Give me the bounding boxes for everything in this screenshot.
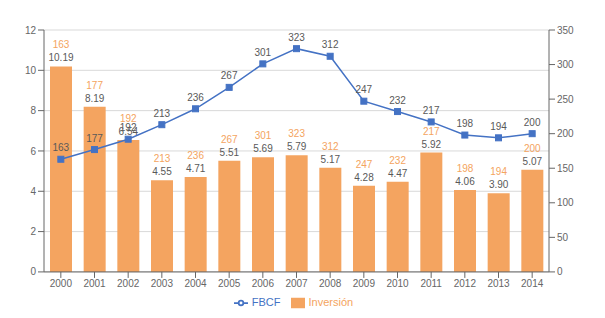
- svg-text:177: 177: [86, 133, 103, 144]
- svg-text:5.92: 5.92: [422, 139, 442, 150]
- svg-text:2014: 2014: [521, 278, 544, 289]
- svg-text:217: 217: [423, 105, 440, 116]
- svg-text:2012: 2012: [454, 278, 477, 289]
- svg-text:213: 213: [153, 108, 170, 119]
- svg-text:5.07: 5.07: [523, 156, 543, 167]
- svg-text:2005: 2005: [218, 278, 241, 289]
- svg-text:232: 232: [389, 95, 406, 106]
- svg-text:213: 213: [154, 153, 171, 164]
- svg-text:3.90: 3.90: [489, 179, 509, 190]
- svg-text:5.79: 5.79: [287, 141, 307, 152]
- svg-text:2007: 2007: [285, 278, 308, 289]
- svg-text:250: 250: [557, 94, 574, 105]
- svg-text:323: 323: [288, 128, 305, 139]
- svg-text:0: 0: [30, 266, 36, 277]
- svg-text:300: 300: [557, 59, 574, 70]
- svg-text:198: 198: [456, 118, 473, 129]
- svg-text:192: 192: [120, 122, 137, 133]
- svg-text:247: 247: [355, 84, 372, 95]
- svg-text:5.51: 5.51: [220, 147, 240, 158]
- svg-text:267: 267: [221, 70, 238, 81]
- svg-text:247: 247: [356, 159, 373, 170]
- svg-text:200: 200: [557, 128, 574, 139]
- svg-text:2009: 2009: [353, 278, 376, 289]
- svg-text:177: 177: [86, 80, 103, 91]
- svg-text:10: 10: [25, 65, 37, 76]
- svg-text:6: 6: [30, 146, 36, 157]
- svg-text:217: 217: [423, 126, 440, 137]
- svg-text:4: 4: [30, 186, 36, 197]
- svg-text:4.28: 4.28: [354, 172, 374, 183]
- svg-text:312: 312: [322, 141, 339, 152]
- svg-text:5.69: 5.69: [253, 143, 273, 154]
- html-text:FBCF: FBCF: [251, 295, 281, 308]
- svg-text:236: 236: [187, 150, 204, 161]
- svg-text:192: 192: [120, 113, 137, 125]
- svg-text:10.19: 10.19: [48, 52, 73, 63]
- svg-text:198: 198: [457, 163, 474, 174]
- svg-text:150: 150: [557, 163, 574, 174]
- svg-text:2001: 2001: [83, 278, 106, 289]
- svg-text:2004: 2004: [184, 278, 207, 289]
- svg-text:4.47: 4.47: [388, 168, 408, 179]
- svg-text:200: 200: [524, 117, 541, 128]
- svg-text:4.55: 4.55: [152, 166, 172, 177]
- svg-text:200: 200: [524, 143, 541, 154]
- svg-text:163: 163: [53, 39, 70, 50]
- svg-text:323: 323: [288, 32, 305, 43]
- svg-text:350: 350: [557, 25, 574, 36]
- svg-text:194: 194: [490, 121, 507, 132]
- svg-text:2: 2: [30, 226, 36, 237]
- svg-text:2013: 2013: [487, 278, 510, 289]
- svg-text:100: 100: [557, 197, 574, 208]
- svg-text:2002: 2002: [117, 278, 140, 289]
- svg-text:2011: 2011: [420, 278, 442, 289]
- svg-text:301: 301: [255, 130, 272, 141]
- svg-text:5.17: 5.17: [321, 154, 341, 165]
- svg-text:2006: 2006: [252, 278, 275, 289]
- svg-text:2003: 2003: [151, 278, 174, 289]
- svg-text:267: 267: [221, 134, 238, 145]
- svg-text:4.06: 4.06: [455, 176, 475, 187]
- svg-text:12: 12: [25, 25, 37, 36]
- svg-text:4.71: 4.71: [186, 163, 206, 174]
- svg-text:194: 194: [490, 166, 507, 177]
- svg-text:236: 236: [187, 92, 204, 103]
- html-text:Inversión: Inversión: [308, 295, 354, 308]
- svg-text:232: 232: [389, 155, 406, 166]
- svg-text:2008: 2008: [319, 278, 342, 289]
- svg-text:2010: 2010: [386, 278, 409, 289]
- svg-text:8: 8: [30, 105, 36, 116]
- svg-text:312: 312: [322, 39, 339, 50]
- svg-text:2000: 2000: [50, 278, 73, 289]
- svg-text:301: 301: [254, 47, 271, 58]
- svg-text:0: 0: [557, 266, 563, 277]
- svg-text:50: 50: [557, 232, 569, 243]
- svg-text:8.19: 8.19: [85, 93, 105, 104]
- svg-text:163: 163: [52, 142, 69, 153]
